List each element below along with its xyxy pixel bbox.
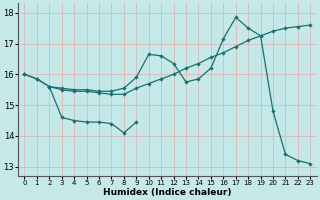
X-axis label: Humidex (Indice chaleur): Humidex (Indice chaleur) [103, 188, 232, 197]
